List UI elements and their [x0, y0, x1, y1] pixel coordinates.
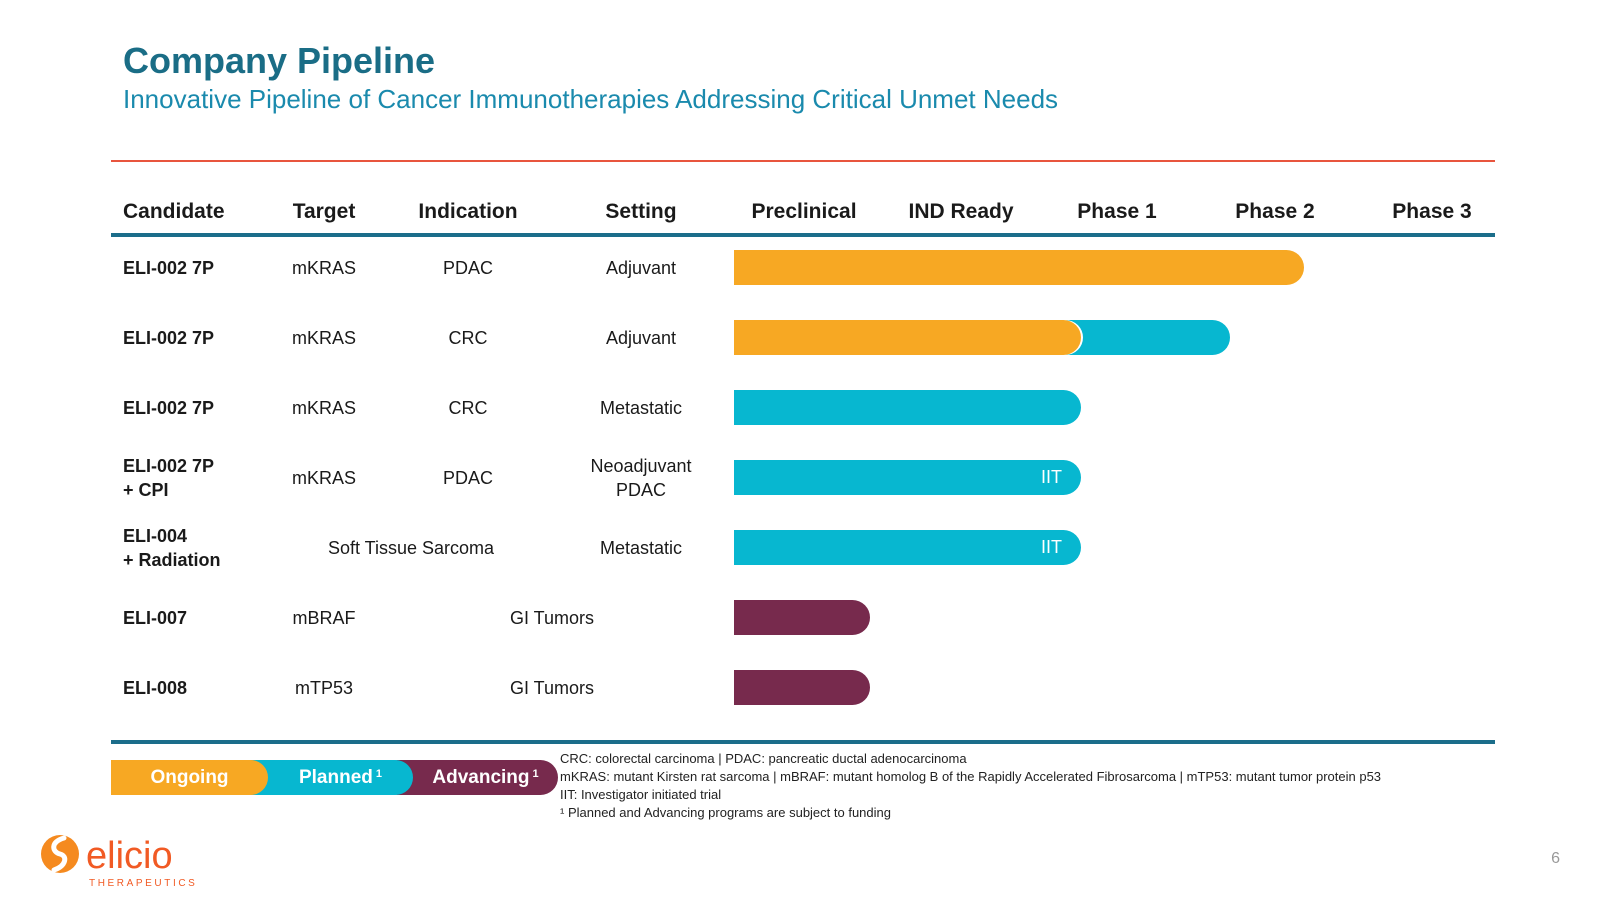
setting-cell: Neoadjuvant PDAC — [590, 454, 691, 502]
legend-planned: Planned 1 — [250, 760, 413, 795]
indication-setting-cell: GI Tumors — [509, 677, 595, 698]
target-cell: mKRAS — [291, 327, 357, 348]
target-cell: mBRAF — [292, 607, 356, 628]
header-divider — [111, 233, 1495, 237]
status-legend: Ongoing Planned 1 Advancing 1 — [111, 760, 558, 795]
progress-bar-planned — [734, 530, 1081, 565]
header-target: Target — [292, 200, 356, 223]
candidate-line: ELI-002 7P — [123, 455, 215, 476]
indication-cell: PDAC — [442, 257, 494, 278]
candidate-line: ELI-008 — [123, 677, 188, 698]
candidate-line: ELI-002 7P — [123, 327, 215, 348]
candidate-cell: ELI-004 + Radiation — [123, 524, 221, 572]
progress-bar-planned — [734, 390, 1081, 425]
logo-tagline: THERAPEUTICS — [89, 878, 197, 889]
progress-bar-planned — [734, 460, 1081, 495]
progress-bar-advancing — [734, 600, 870, 635]
setting-line: PDAC — [615, 479, 667, 500]
progress-bar-ongoing — [734, 250, 1304, 285]
setting-cell: Metastatic — [600, 536, 682, 560]
candidate-line: ELI-002 7P — [123, 257, 215, 278]
legend-planned-label: Planned — [298, 767, 373, 788]
legend-planned-footnote-mark: 1 — [375, 768, 383, 780]
setting-line: Adjuvant — [605, 257, 677, 278]
target-cell: mTP53 — [294, 677, 354, 698]
legend-advancing-label: Advancing — [432, 767, 530, 788]
indication-setting-cell: GI Tumors — [509, 607, 595, 628]
candidate-cell: ELI-008 — [123, 676, 187, 700]
table-bottom-divider — [111, 740, 1495, 744]
setting-cell: Metastatic — [600, 396, 682, 420]
legend-advancing-footnote-mark: 1 — [532, 768, 539, 780]
setting-line: Metastatic — [599, 397, 683, 418]
indication-cell: CRC — [448, 327, 488, 348]
target-cell: mKRAS — [291, 467, 357, 488]
footnote-funding: ¹ Planned and Advancing programs are sub… — [560, 805, 891, 820]
header-phase-2: Phase 2 — [1235, 200, 1315, 223]
elicio-logo-icon: elicio THERAPEUTICS — [41, 835, 197, 889]
candidate-line: + Radiation — [123, 549, 221, 570]
candidate-cell: ELI-002 7P — [123, 326, 214, 350]
header-indication: Indication — [418, 200, 518, 223]
candidate-line: ELI-002 7P — [123, 397, 215, 418]
footnote-abbrev-2: mKRAS: mutant Kirsten rat sarcoma | mBRA… — [560, 769, 1382, 784]
target-indication-cell: Soft Tissue Sarcoma — [327, 537, 495, 558]
header-phase-preclinical: Preclinical — [751, 200, 857, 223]
legend-ongoing-label: Ongoing — [150, 767, 229, 788]
setting-line: Metastatic — [599, 537, 683, 558]
setting-cell: Adjuvant — [606, 326, 676, 350]
legend-ongoing: Ongoing — [111, 760, 268, 795]
setting-cell: Adjuvant — [606, 256, 676, 280]
header-phase-3: Phase 3 — [1392, 200, 1472, 223]
footnotes: CRC: colorectal carcinoma | PDAC: pancre… — [560, 750, 1381, 822]
indication-cell: PDAC — [442, 467, 494, 488]
target-cell: mKRAS — [291, 397, 357, 418]
logo-wordmark: elicio — [86, 835, 173, 877]
setting-line: Adjuvant — [605, 327, 677, 348]
progress-bar-ongoing — [734, 320, 1081, 355]
header-phase-ind-ready: IND Ready — [908, 200, 1014, 223]
target-cell: mKRAS — [291, 257, 357, 278]
page-number: 6 — [1551, 850, 1560, 867]
page-subtitle: Innovative Pipeline of Cancer Immunother… — [123, 84, 1059, 114]
iit-label: IIT — [1041, 537, 1062, 557]
candidate-cell: ELI-002 7P — [123, 256, 214, 280]
candidate-cell: ELI-002 7P — [123, 396, 214, 420]
title-divider — [111, 160, 1495, 162]
candidate-line: + CPI — [123, 479, 169, 500]
progress-bar-advancing — [734, 670, 870, 705]
header-candidate: Candidate — [123, 200, 225, 223]
indication-cell: CRC — [448, 397, 488, 418]
candidate-line: ELI-004 — [123, 525, 188, 546]
page-title: Company Pipeline — [123, 40, 436, 81]
legend-advancing: Advancing 1 — [395, 760, 558, 795]
footnote-iit: IIT: Investigator initiated trial — [560, 787, 722, 802]
setting-line: Neoadjuvant — [590, 455, 692, 476]
footnote-abbrev-1: CRC: colorectal carcinoma | PDAC: pancre… — [560, 751, 967, 766]
candidate-cell: ELI-007 — [123, 606, 187, 630]
header-setting: Setting — [605, 200, 677, 223]
candidate-cell: ELI-002 7P + CPI — [123, 454, 214, 502]
company-logo: elicio THERAPEUTICS — [40, 832, 220, 897]
candidate-line: ELI-007 — [123, 607, 188, 628]
iit-label: IIT — [1041, 467, 1062, 487]
header-phase-1: Phase 1 — [1077, 200, 1157, 223]
